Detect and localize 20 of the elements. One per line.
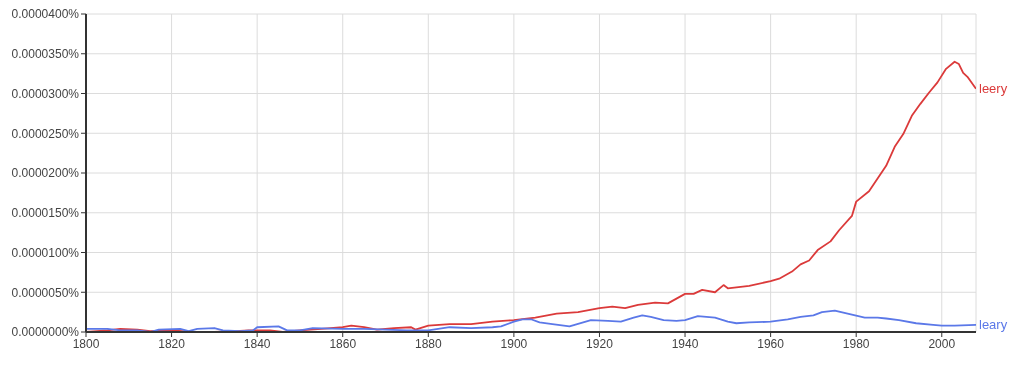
y-tick-label: 0.0000150% (11, 206, 80, 221)
series-label: leary (979, 316, 1008, 332)
x-tick-label: 1820 (158, 336, 186, 351)
y-tick-label: 0.0000300% (11, 86, 80, 101)
x-tick-label: 1920 (586, 336, 614, 351)
y-tick-label: 0.0000100% (11, 245, 80, 260)
x-tick-label: 1860 (329, 336, 357, 351)
x-tick-label: 1960 (757, 336, 785, 351)
x-tick-label: 1840 (243, 336, 271, 351)
y-tick-label: 0.0000200% (11, 166, 80, 181)
x-tick-label: 1940 (671, 336, 699, 351)
series-label: leery (979, 80, 1008, 96)
x-tick-label: 2000 (928, 336, 956, 351)
y-tick-label: 0.0000400% (11, 7, 80, 22)
x-tick-label: 1880 (414, 336, 442, 351)
y-tick-label: 0.0000350% (11, 47, 80, 62)
y-tick-label: 0.0000250% (11, 126, 80, 141)
x-tick-label: 1900 (500, 336, 528, 351)
x-tick-label: 1980 (842, 336, 870, 351)
y-tick-label: 0.0000050% (11, 285, 80, 300)
